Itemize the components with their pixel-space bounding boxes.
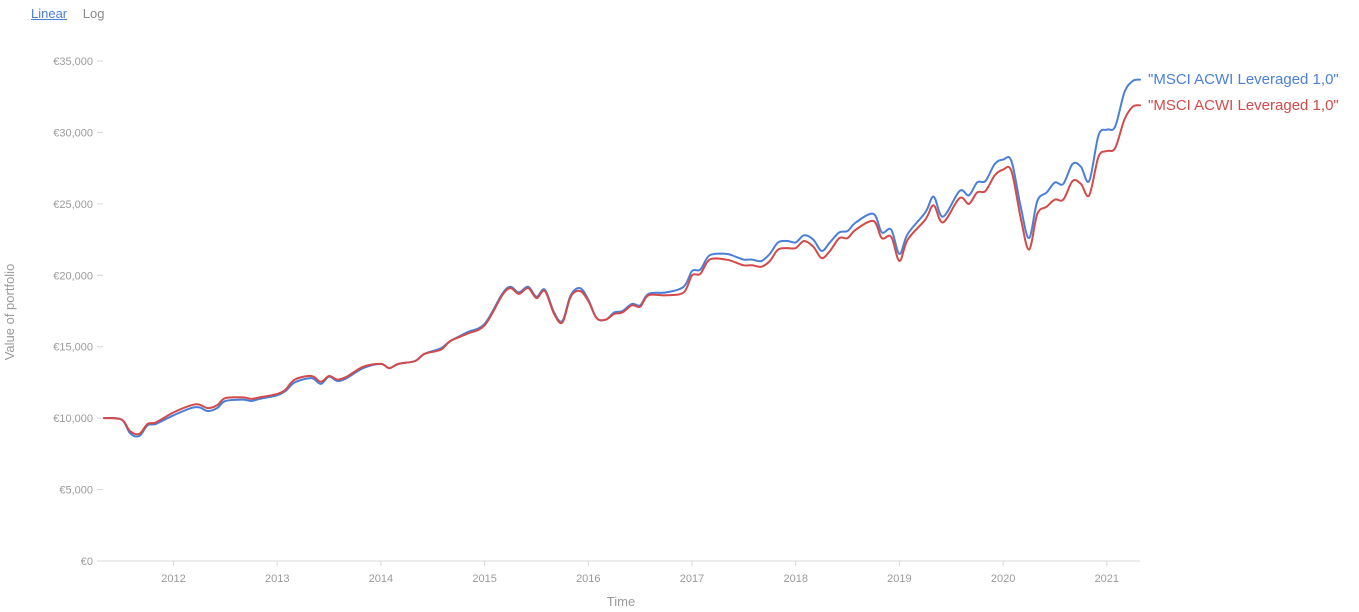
x-tick-label: 2012 (161, 573, 185, 585)
scale-toggle: Linear Log (31, 6, 116, 21)
x-axis-ticks: 2012 2013 2014 2015 2016 2017 2018 2019 2020 2021 (161, 561, 1119, 585)
y-tick-label: €25,000 (53, 199, 93, 211)
y-axis-title: Value of portfolio (2, 264, 17, 361)
series-labels: "MSCI ACWI Leveraged 1,0" "MSCI ACWI Leve… (1148, 71, 1339, 114)
x-tick-label: 2016 (576, 573, 600, 585)
y-tick-label: €30,000 (53, 127, 93, 139)
y-axis-ticks: €0 €5,000 €10,000 €15,000 €20,000 €25,000 €30,… (53, 56, 103, 568)
series-line-1 (103, 78, 1141, 438)
x-tick-label: 2017 (680, 573, 704, 585)
y-tick-label: €0 (81, 556, 93, 568)
y-tick-label: €15,000 (53, 342, 93, 354)
log-scale-link[interactable]: Log (82, 6, 105, 21)
x-tick-label: 2013 (265, 573, 289, 585)
x-axis-title: Time (607, 594, 635, 609)
y-tick-label: €10,000 (53, 413, 93, 425)
x-tick-label: 2021 (1095, 573, 1119, 585)
x-tick-label: 2014 (369, 573, 393, 585)
y-tick-label: €5,000 (59, 485, 93, 497)
y-tick-label: €35,000 (53, 56, 93, 68)
y-tick-label: €20,000 (53, 270, 93, 282)
x-tick-label: 2018 (783, 573, 807, 585)
series-label-1: "MSCI ACWI Leveraged 1,0" (1148, 71, 1339, 88)
linear-scale-link[interactable]: Linear (31, 6, 68, 21)
x-tick-label: 2015 (472, 573, 496, 585)
series-line-2 (103, 104, 1141, 436)
series-lines (103, 78, 1141, 438)
x-tick-label: 2019 (887, 573, 911, 585)
x-tick-label: 2020 (991, 573, 1015, 585)
series-label-2: "MSCI ACWI Leveraged 1,0" (1148, 97, 1339, 114)
